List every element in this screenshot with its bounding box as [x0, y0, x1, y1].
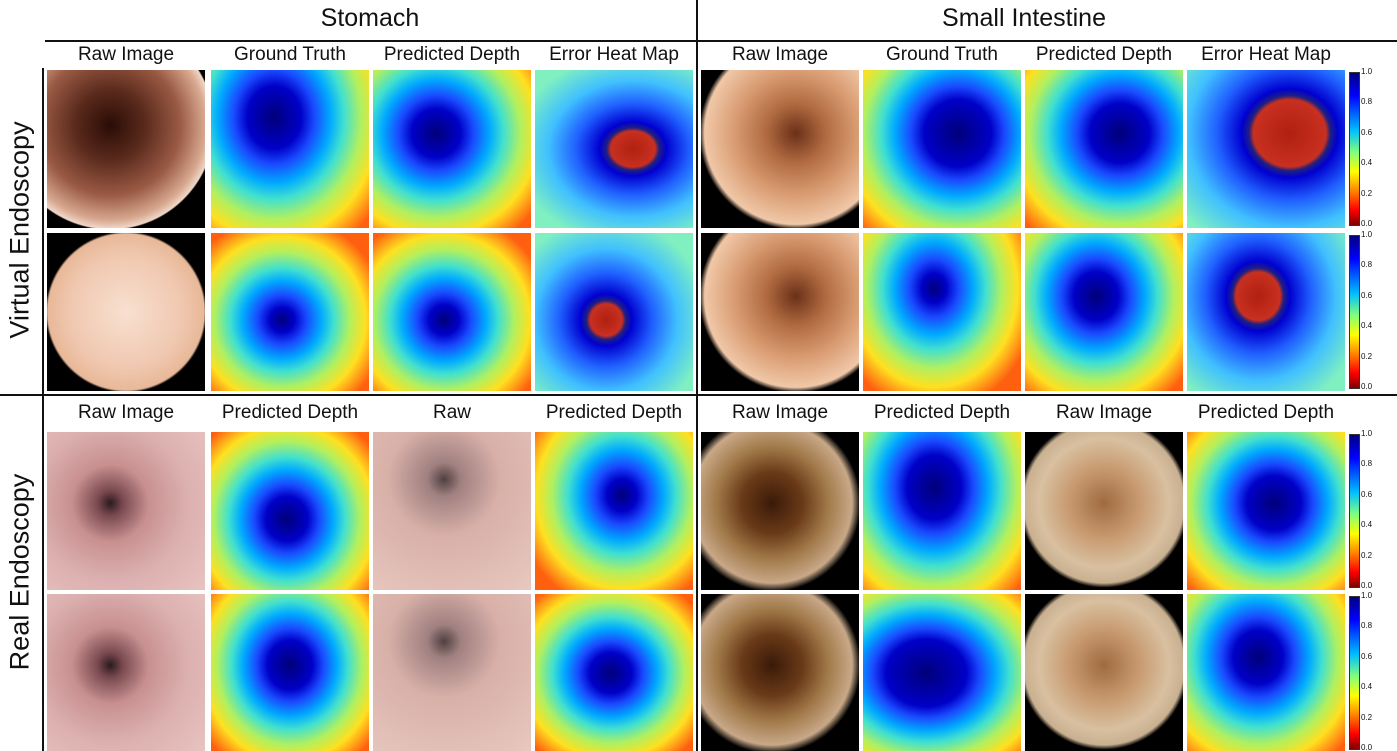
divider: [42, 68, 44, 751]
image-panel: [1187, 432, 1345, 590]
image-panel: [211, 233, 369, 391]
image-panel: [373, 594, 531, 751]
divider: [0, 394, 1397, 396]
colorbar: [1349, 596, 1360, 750]
image-panel: [47, 70, 205, 228]
colorbar-tick: 0.2: [1361, 713, 1372, 723]
section-title: Small Intestine: [699, 4, 1349, 34]
colorbar-tick: 0.0: [1361, 581, 1372, 591]
column-header: Predicted Depth: [371, 44, 533, 66]
image-panel: [211, 432, 369, 590]
colorbar: [1349, 235, 1360, 389]
colorbar-tick: 0.0: [1361, 382, 1372, 392]
colorbar-tick: 0.8: [1361, 260, 1372, 270]
colorbar-tick: 0.6: [1361, 128, 1372, 138]
image-panel: [373, 432, 531, 590]
image-panel: [863, 594, 1021, 751]
colorbar-tick: 0.8: [1361, 97, 1372, 107]
column-header: Raw Image: [1023, 402, 1185, 424]
image-panel: [1025, 70, 1183, 228]
image-panel: [1025, 432, 1183, 590]
image-panel: [701, 432, 859, 590]
colorbar-tick: 0.4: [1361, 682, 1372, 692]
column-header: Raw: [371, 402, 533, 424]
column-header: Raw Image: [699, 402, 861, 424]
column-header: Ground Truth: [861, 44, 1023, 66]
image-panel: [373, 70, 531, 228]
colorbar-tick: 0.2: [1361, 551, 1372, 561]
figure: StomachSmall Intestine Virtual Endoscopy R…: [0, 0, 1397, 751]
row-label: Real Endoscopy: [5, 474, 36, 671]
image-panel: [863, 432, 1021, 590]
column-header: Error Heat Map: [533, 44, 695, 66]
colorbar: [1349, 72, 1360, 226]
image-panel: [211, 594, 369, 751]
image-panel: [1187, 594, 1345, 751]
colorbar-tick: 0.8: [1361, 621, 1372, 631]
colorbar-tick: 0.2: [1361, 189, 1372, 199]
colorbar-tick: 0.0: [1361, 743, 1372, 751]
section-title: Stomach: [45, 4, 695, 34]
colorbar-tick: 1.0: [1361, 67, 1372, 77]
column-header: Raw Image: [699, 44, 861, 66]
colorbar-tick: 1.0: [1361, 591, 1372, 601]
image-panel: [211, 70, 369, 228]
image-panel: [47, 594, 205, 751]
image-panel: [535, 594, 693, 751]
colorbar-tick: 0.8: [1361, 459, 1372, 469]
image-panel: [1025, 233, 1183, 391]
image-panel: [863, 233, 1021, 391]
colorbar-tick: 1.0: [1361, 230, 1372, 240]
row-label: Virtual Endoscopy: [5, 121, 36, 338]
column-header: Ground Truth: [209, 44, 371, 66]
image-panel: [535, 70, 693, 228]
colorbar-tick: 0.6: [1361, 490, 1372, 500]
column-header: Predicted Depth: [861, 402, 1023, 424]
colorbar-tick: 0.0: [1361, 219, 1372, 229]
image-panel: [701, 233, 859, 391]
colorbar-tick: 0.2: [1361, 352, 1372, 362]
column-header: Predicted Depth: [1185, 402, 1347, 424]
image-panel: [373, 233, 531, 391]
image-panel: [863, 70, 1021, 228]
image-panel: [47, 233, 205, 391]
colorbar-tick: 0.6: [1361, 652, 1372, 662]
colorbar-tick: 0.6: [1361, 291, 1372, 301]
column-header: Raw Image: [45, 44, 207, 66]
image-panel: [1187, 70, 1345, 228]
colorbar-tick: 0.4: [1361, 520, 1372, 530]
image-panel: [1025, 594, 1183, 751]
image-panel: [1187, 233, 1345, 391]
colorbar-tick: 0.4: [1361, 158, 1372, 168]
divider: [45, 40, 1397, 42]
colorbar-tick: 0.4: [1361, 321, 1372, 331]
column-header: Predicted Depth: [209, 402, 371, 424]
colorbar: [1349, 434, 1360, 588]
image-panel: [535, 432, 693, 590]
divider: [696, 0, 698, 751]
column-header: Error Heat Map: [1185, 44, 1347, 66]
image-panel: [701, 594, 859, 751]
image-panel: [535, 233, 693, 391]
image-panel: [47, 432, 205, 590]
image-panel: [701, 70, 859, 228]
colorbar-tick: 1.0: [1361, 429, 1372, 439]
column-header: Raw Image: [45, 402, 207, 424]
column-header: Predicted Depth: [1023, 44, 1185, 66]
column-header: Predicted Depth: [533, 402, 695, 424]
